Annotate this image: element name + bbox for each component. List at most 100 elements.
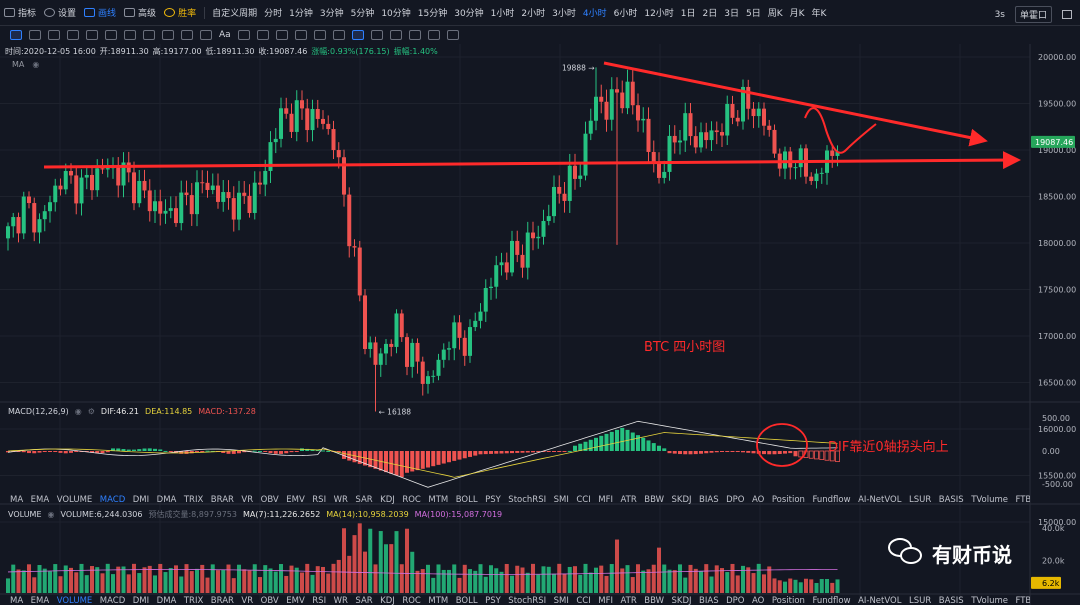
eye-icon[interactable]: ◉ bbox=[32, 59, 40, 69]
indicator-tab-ai-netvol[interactable]: AI-NetVOL bbox=[858, 495, 902, 505]
indicator-tab-volume[interactable]: VOLUME bbox=[56, 495, 93, 505]
redo-tool-icon[interactable] bbox=[446, 30, 459, 40]
indicator-tab-ftbs[interactable]: FTBS bbox=[1015, 495, 1031, 505]
period-15[interactable]: 3日 bbox=[724, 9, 739, 19]
indicator-tab-macd[interactable]: MACD bbox=[99, 596, 126, 605]
gear-icon[interactable]: ⚙ bbox=[87, 406, 95, 416]
layout-dropdown[interactable]: 单霍口 bbox=[1014, 6, 1052, 23]
indicator-tab-wr[interactable]: WR bbox=[333, 495, 348, 505]
topbar-item-settings[interactable]: 设置 bbox=[44, 6, 76, 19]
indicator-tab-rsi[interactable]: RSI bbox=[312, 495, 327, 505]
indicator-tab-sar[interactable]: SAR bbox=[355, 596, 373, 605]
eye-icon[interactable]: ◉ bbox=[74, 406, 82, 416]
undo-tool-icon[interactable] bbox=[427, 30, 440, 40]
indicator-tab-dma[interactable]: DMA bbox=[156, 596, 177, 605]
measure-tool-icon[interactable] bbox=[162, 30, 174, 40]
indicator-tab-dpo[interactable]: DPO bbox=[726, 495, 745, 505]
indicator-tab-position[interactable]: Position bbox=[771, 495, 805, 505]
ruler-tool-icon[interactable] bbox=[256, 30, 269, 40]
channel-tool-icon[interactable] bbox=[67, 30, 79, 40]
snapshot-tool-icon[interactable] bbox=[408, 30, 421, 40]
indicator-tab-trix[interactable]: TRIX bbox=[183, 596, 204, 605]
indicator-tab-psy[interactable]: PSY bbox=[485, 596, 501, 605]
indicator-tab-position[interactable]: Position bbox=[771, 596, 805, 605]
indicator-tab-obv[interactable]: OBV bbox=[260, 495, 279, 505]
topbar-item-draw[interactable]: 画线 bbox=[84, 6, 116, 19]
indicator-tab-atr[interactable]: ATR bbox=[620, 596, 637, 605]
indicator-tab-bias[interactable]: BIAS bbox=[699, 495, 719, 505]
lock-tool-icon[interactable] bbox=[313, 30, 326, 40]
indicator-tab-mtm[interactable]: MTM bbox=[428, 495, 449, 505]
visibility-tool-icon[interactable] bbox=[332, 30, 345, 40]
topbar-item-winrate[interactable]: 胜率 bbox=[164, 6, 196, 19]
indicator-tab-smi[interactable]: SMI bbox=[553, 495, 569, 505]
indicator-tab-brar[interactable]: BRAR bbox=[210, 596, 234, 605]
period-0[interactable]: 分时 bbox=[264, 9, 283, 19]
indicator-tab-dmi[interactable]: DMI bbox=[132, 596, 150, 605]
wave-tool-icon[interactable] bbox=[143, 30, 155, 40]
period-16[interactable]: 5日 bbox=[746, 9, 761, 19]
line-tool-icon[interactable] bbox=[29, 30, 41, 40]
arrow-tool-icon[interactable] bbox=[181, 30, 193, 40]
indicator-tab-ema[interactable]: EMA bbox=[30, 596, 50, 605]
period-4[interactable]: 10分钟 bbox=[381, 9, 411, 19]
indicator-tab-rsi[interactable]: RSI bbox=[312, 596, 327, 605]
indicator-tab-vr[interactable]: VR bbox=[241, 495, 254, 505]
period-2[interactable]: 3分钟 bbox=[319, 9, 344, 19]
text-tool-button[interactable]: Aa bbox=[219, 30, 231, 40]
indicator-tab-stochrsi[interactable]: StochRSI bbox=[508, 495, 547, 505]
period-17[interactable]: 周K bbox=[767, 9, 783, 19]
indicator-tab-tvolume[interactable]: TVolume bbox=[971, 596, 1008, 605]
indicator-tab-fundflow[interactable]: Fundflow bbox=[812, 495, 851, 505]
indicator-tab-mfi[interactable]: MFI bbox=[598, 596, 613, 605]
indicator-tab-emv[interactable]: EMV bbox=[286, 495, 305, 505]
magnet-tool-icon[interactable] bbox=[294, 30, 307, 40]
indicator-tab-volume[interactable]: VOLUME bbox=[56, 596, 93, 605]
indicator-tab-ai-netvol[interactable]: AI-NetVOL bbox=[858, 596, 902, 605]
period-9[interactable]: 3小时 bbox=[552, 9, 576, 19]
period-19[interactable]: 年K bbox=[811, 9, 827, 19]
period-8[interactable]: 2小时 bbox=[521, 9, 546, 19]
indicator-tab-psy[interactable]: PSY bbox=[485, 495, 501, 505]
indicator-tab-trix[interactable]: TRIX bbox=[183, 495, 204, 505]
indicator-tab-tvolume[interactable]: TVolume bbox=[971, 495, 1008, 505]
indicator-tab-stochrsi[interactable]: StochRSI bbox=[508, 596, 547, 605]
indicator-tab-roc[interactable]: ROC bbox=[402, 495, 421, 505]
indicator-tab-ema[interactable]: EMA bbox=[30, 495, 50, 505]
indicator-tab-mfi[interactable]: MFI bbox=[598, 495, 613, 505]
fib-tool-icon[interactable] bbox=[86, 30, 98, 40]
settings-tool-icon[interactable] bbox=[370, 30, 383, 40]
indicator-tab-sar[interactable]: SAR bbox=[355, 495, 373, 505]
indicator-tab-bbw[interactable]: BBW bbox=[644, 495, 665, 505]
group-tool-icon[interactable] bbox=[351, 30, 364, 40]
period-10[interactable]: 4小时 bbox=[582, 9, 607, 19]
indicator-tab-fundflow[interactable]: Fundflow bbox=[812, 596, 851, 605]
indicator-tab-atr[interactable]: ATR bbox=[620, 495, 637, 505]
period-12[interactable]: 12小时 bbox=[644, 9, 674, 19]
indicator-tab-boll[interactable]: BOLL bbox=[455, 495, 478, 505]
indicator-tab-boll[interactable]: BOLL bbox=[455, 596, 478, 605]
period-11[interactable]: 6小时 bbox=[613, 9, 638, 19]
ray-tool-icon[interactable] bbox=[48, 30, 60, 40]
eye-icon[interactable]: ◉ bbox=[47, 509, 55, 519]
indicator-tab-brar[interactable]: BRAR bbox=[210, 495, 234, 505]
indicator-tab-wr[interactable]: WR bbox=[333, 596, 348, 605]
indicator-tab-emv[interactable]: EMV bbox=[286, 596, 305, 605]
crosshair-tool-icon[interactable] bbox=[10, 30, 22, 40]
indicator-tab-cci[interactable]: CCI bbox=[576, 495, 591, 505]
indicator-tab-basis[interactable]: BASIS bbox=[938, 596, 964, 605]
custom-period-button[interactable]: 自定义周期 bbox=[212, 9, 258, 19]
indicator-tab-mtm[interactable]: MTM bbox=[428, 596, 449, 605]
period-18[interactable]: 月K bbox=[789, 9, 805, 19]
indicator-tab-ao[interactable]: AO bbox=[751, 495, 765, 505]
indicator-tab-cci[interactable]: CCI bbox=[576, 596, 591, 605]
ma-legend[interactable]: MA ◉ bbox=[12, 59, 40, 69]
emoji-tool-icon[interactable] bbox=[237, 30, 250, 40]
indicator-tab-bbw[interactable]: BBW bbox=[644, 596, 665, 605]
indicator-tab-smi[interactable]: SMI bbox=[553, 596, 569, 605]
indicator-tab-basis[interactable]: BASIS bbox=[938, 495, 964, 505]
indicator-tab-ao[interactable]: AO bbox=[751, 596, 765, 605]
macd-name[interactable]: MACD(12,26,9) bbox=[8, 406, 69, 416]
indicator-tab-roc[interactable]: ROC bbox=[402, 596, 421, 605]
indicator-tab-dpo[interactable]: DPO bbox=[726, 596, 745, 605]
